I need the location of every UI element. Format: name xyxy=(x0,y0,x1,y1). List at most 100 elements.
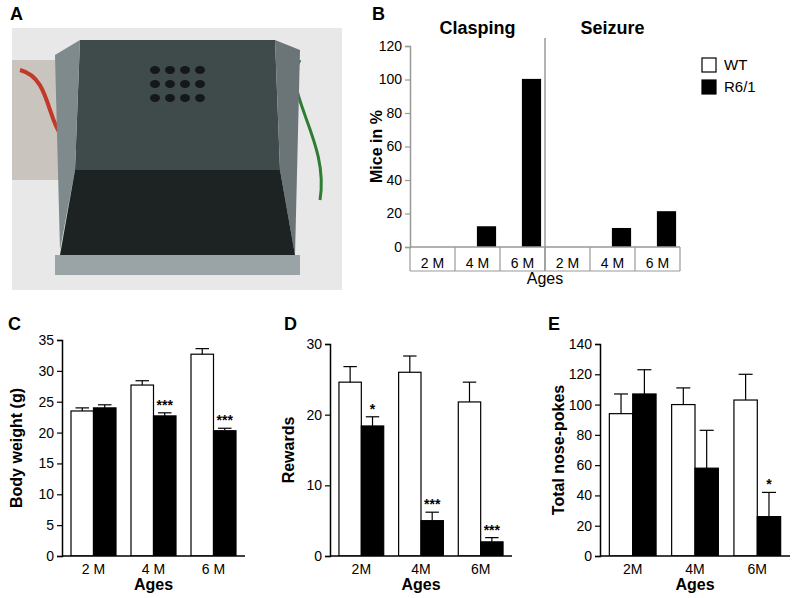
x-tick: 4M xyxy=(685,556,704,577)
y-tick-label: 20 xyxy=(306,407,322,423)
y-tick-mark xyxy=(57,371,62,372)
y-tick: 0 xyxy=(314,548,330,564)
y-tick-label: 100 xyxy=(569,397,593,413)
y-tick-mark xyxy=(595,465,600,466)
significance: * xyxy=(766,476,772,492)
bar xyxy=(458,402,480,556)
y-tick: 5 xyxy=(46,517,62,533)
error-bar xyxy=(432,512,433,520)
panel-0: A xyxy=(10,4,342,290)
nose-poke-hole xyxy=(165,94,175,102)
x-tick-label: 2M xyxy=(352,561,371,577)
error-bar xyxy=(706,430,707,468)
y-tick-label: 25 xyxy=(38,394,54,410)
y-axis-title: Total nose-pokes xyxy=(550,385,567,515)
nose-poke-hole xyxy=(150,94,160,102)
y-axis: 0102030 xyxy=(306,336,330,564)
y-tick-label: 140 xyxy=(569,336,593,352)
panel-1: B0204060801001202 M4 M6 M2 M4 M6 MMice i… xyxy=(368,4,756,287)
y-tick: 60 xyxy=(576,457,600,473)
x-axis-line xyxy=(62,555,245,557)
y-tick-label: 5 xyxy=(46,517,54,533)
x-axis-title: Ages xyxy=(134,576,173,593)
marks xyxy=(339,356,503,556)
error-bar xyxy=(491,538,492,542)
x-tick-label: 4 M xyxy=(142,561,165,577)
y-tick-mark xyxy=(325,344,330,345)
y-axis-title: Rewards xyxy=(280,417,297,484)
y-tick: 120 xyxy=(379,38,410,54)
error-cap xyxy=(676,387,690,388)
category-separator xyxy=(409,247,410,271)
y-tick: 40 xyxy=(386,172,410,188)
y-tick-label: 100 xyxy=(379,71,403,87)
bar xyxy=(131,385,154,556)
marks xyxy=(478,80,676,248)
y-tick: 0 xyxy=(394,239,410,255)
y-tick-mark xyxy=(405,113,410,114)
bar xyxy=(421,521,443,556)
error-bar xyxy=(372,417,373,426)
y-tick-mark xyxy=(405,247,410,248)
y-tick-mark xyxy=(595,404,600,405)
x-axis-line xyxy=(330,555,512,557)
y-tick-label: 60 xyxy=(386,138,402,154)
x-tick: 4M xyxy=(411,556,430,577)
marks xyxy=(609,370,780,556)
x-tick: 6 M xyxy=(202,556,225,577)
marks xyxy=(71,349,236,556)
x-tick: 6 M xyxy=(511,247,534,271)
y-tick-mark xyxy=(405,146,410,147)
error-cap xyxy=(343,366,356,367)
x-tick: 4 M xyxy=(466,247,489,271)
x-tick: 4 M xyxy=(601,247,624,271)
y-tick-label: 20 xyxy=(576,518,592,534)
y-tick: 0 xyxy=(46,548,62,564)
error-bar xyxy=(683,388,684,405)
y-tick-mark xyxy=(57,494,62,495)
y-tick-mark xyxy=(57,525,62,526)
bar xyxy=(734,400,757,556)
photo-background xyxy=(12,28,342,290)
x-axis-title: Ages xyxy=(527,270,563,287)
significance: *** xyxy=(157,397,174,413)
y-tick-mark xyxy=(57,556,62,557)
y-tick-mark xyxy=(595,526,600,527)
bar xyxy=(361,426,383,556)
x-axis-title: Ages xyxy=(675,576,714,593)
panel-2: C******051015202530352 M4 M6 MBody weigh… xyxy=(8,314,245,593)
y-tick-mark xyxy=(595,495,600,496)
panel-label: A xyxy=(10,4,23,24)
error-cap xyxy=(463,382,476,383)
x-tick: 4 M xyxy=(142,556,165,577)
y-tick-label: 0 xyxy=(584,548,592,564)
bar xyxy=(481,542,503,556)
category-separator xyxy=(499,247,500,271)
bar xyxy=(658,212,676,247)
error-cap xyxy=(136,380,150,381)
x-tick: 2 M xyxy=(82,556,105,577)
significance: *** xyxy=(484,522,501,538)
y-tick-mark xyxy=(595,556,600,557)
y-tick-mark xyxy=(57,432,62,433)
significance: *** xyxy=(217,412,234,428)
y-tick-label: 35 xyxy=(38,332,54,348)
y-tick: 20 xyxy=(576,518,600,534)
significance: * xyxy=(370,401,376,417)
panel-label: D xyxy=(284,314,297,334)
y-tick: 20 xyxy=(386,205,410,221)
y-tick: 60 xyxy=(386,138,410,154)
y-tick-label: 40 xyxy=(386,172,402,188)
x-tick: 6M xyxy=(471,556,490,577)
y-tick: 20 xyxy=(38,425,62,441)
box-front-edge xyxy=(55,255,300,275)
nose-poke-hole xyxy=(195,66,205,74)
y-tick-mark xyxy=(57,340,62,341)
y-tick-label: 0 xyxy=(314,548,322,564)
x-tick-label: 4M xyxy=(685,561,704,577)
x-tick: 6M xyxy=(748,556,767,577)
bar xyxy=(214,431,237,556)
x-axis: 2M4M6M xyxy=(600,556,790,577)
x-tick-label: 2 M xyxy=(421,255,444,271)
error-bar xyxy=(350,367,351,383)
